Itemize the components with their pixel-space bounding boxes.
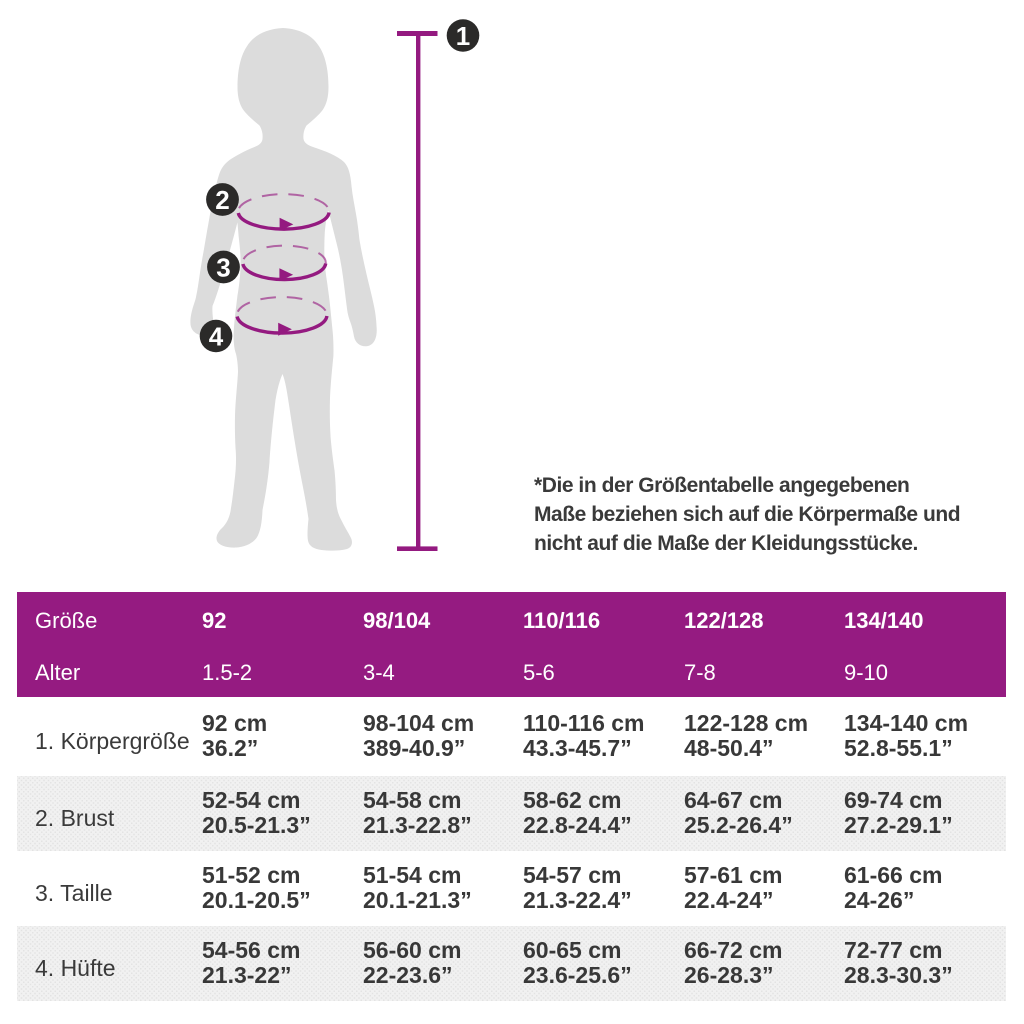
svg-text:2: 2 [215, 185, 229, 215]
svg-text:1: 1 [456, 21, 470, 51]
svg-text:3: 3 [216, 253, 230, 283]
svg-text:4: 4 [209, 322, 224, 352]
